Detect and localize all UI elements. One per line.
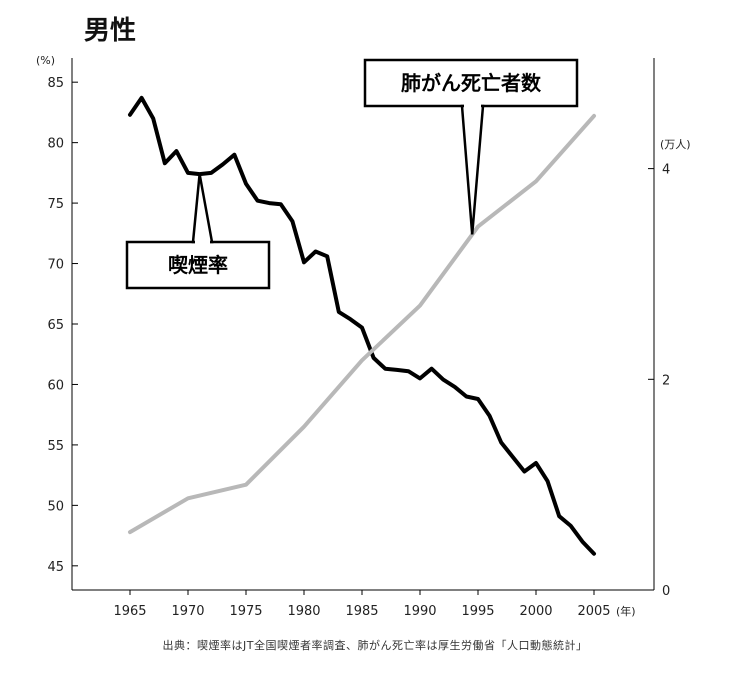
source-note: 出典：喫煙率はJT全国喫煙者率調査、肺がん死亡率は厚生労働省「人口動態統計」: [162, 639, 588, 652]
callout-pointer: [460, 104, 485, 235]
x-tick-label: 2005: [577, 604, 610, 619]
left-tick-label: 50: [47, 499, 64, 514]
x-axis-unit: (年): [616, 604, 636, 618]
right-tick-label: 2: [662, 373, 670, 388]
lung-cancer-deaths-line: [128, 113, 596, 535]
left-tick-label: 55: [47, 439, 64, 454]
right-tick-label: 4: [662, 163, 670, 178]
x-tick-label: 1970: [171, 604, 204, 619]
x-tick-label: 1995: [461, 604, 494, 619]
smoking-rate-line: [128, 95, 596, 556]
x-tick-label: 1985: [345, 604, 378, 619]
callout-pointer: [191, 173, 214, 244]
callout-box: [125, 240, 271, 290]
lung-cancer-callout: 肺がん死亡者数: [363, 58, 579, 235]
left-axis-unit: (%): [36, 54, 55, 67]
left-tick-label: 75: [47, 197, 64, 212]
callout-label: 肺がん死亡者数: [401, 71, 542, 95]
smoking-rate-callout: 喫煙率: [125, 173, 271, 290]
x-tick-label: 1965: [113, 604, 146, 619]
x-tick-label: 1975: [229, 604, 262, 619]
x-tick-label: 1980: [287, 604, 320, 619]
chart-title: 男性: [84, 16, 137, 46]
left-tick-label: 80: [47, 137, 64, 152]
left-tick-label: 85: [47, 76, 64, 91]
callout-box: [363, 58, 579, 108]
x-tick-label: 2000: [519, 604, 552, 619]
left-tick-label: 45: [47, 560, 64, 575]
left-tick-label: 60: [47, 378, 64, 393]
left-tick-label: 65: [47, 318, 64, 333]
right-tick-label: 0: [662, 584, 670, 599]
right-axis-unit: (万人): [660, 138, 691, 151]
callout-label: 喫煙率: [168, 253, 228, 277]
left-tick-label: 70: [47, 258, 64, 273]
x-tick-label: 1990: [403, 604, 436, 619]
